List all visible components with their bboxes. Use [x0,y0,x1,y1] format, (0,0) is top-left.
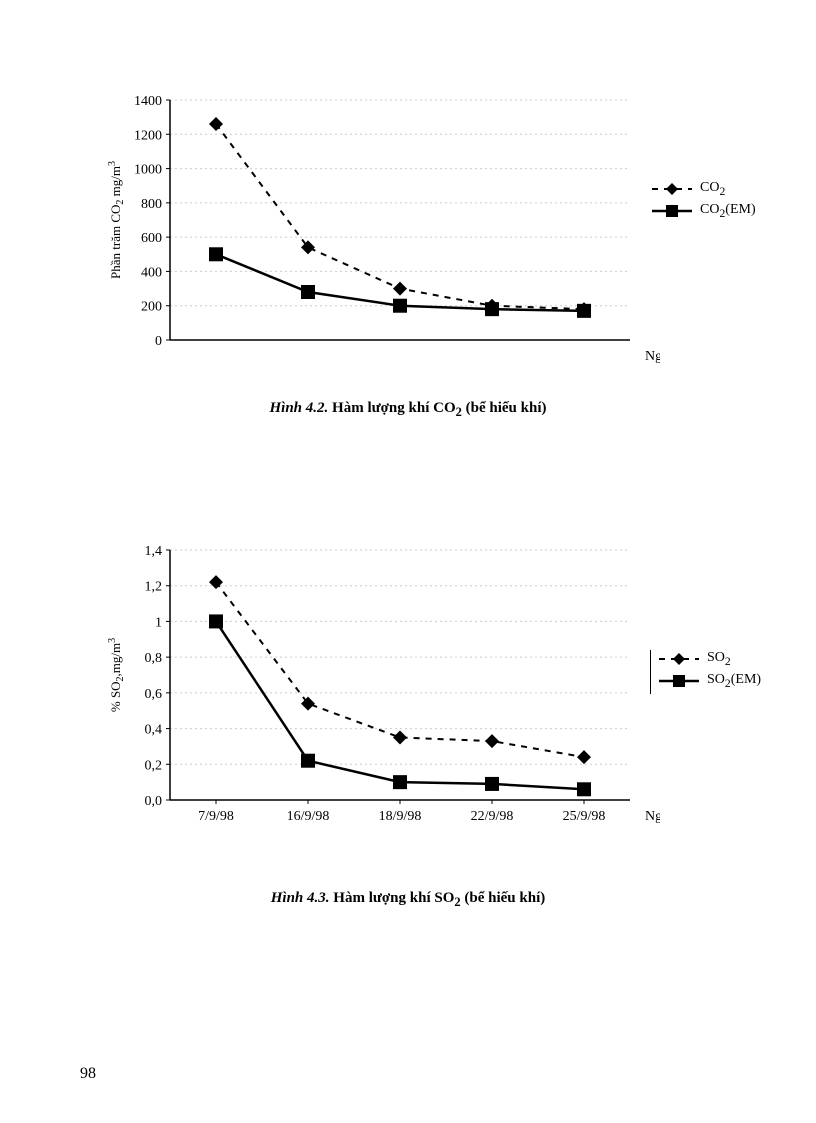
caption-number: Hình 4.2. [270,400,329,416]
svg-text:16/9/98: 16/9/98 [287,809,330,824]
legend-label: CO2 [700,180,725,198]
chart-so2-svg: 0,0 0,2 0,4 0,6 0,8 1 1,2 1,4 7/9/98 16/9/98 18/9/… [100,540,660,840]
page: 0 200 400 600 800 1000 1200 1400 Ngày Phần trăm C… [0,0,816,1123]
svg-text:0,8: 0,8 [145,651,163,666]
chart-co2-legend: CO2 CO2(EM) [650,180,756,224]
svg-text:1000: 1000 [134,163,162,178]
svg-text:0,4: 0,4 [145,723,163,738]
svg-text:Ngày: Ngày [645,809,660,824]
svg-text:0: 0 [155,334,162,349]
svg-text:400: 400 [141,265,162,280]
page-number: 98 [80,1065,96,1083]
chart-so2: 0,0 0,2 0,4 0,6 0,8 1 1,2 1,4 7/9/98 16/9/98 18/9/… [100,540,660,845]
legend-label: SO2 [707,650,731,668]
svg-text:7/9/98: 7/9/98 [198,809,234,824]
svg-text:0,6: 0,6 [145,687,163,702]
svg-text:0,0: 0,0 [145,794,163,809]
svg-text:22/9/98: 22/9/98 [471,809,514,824]
chart-co2: 0 200 400 600 800 1000 1200 1400 Ngày Phần trăm C… [100,90,660,375]
svg-text:1,4: 1,4 [145,544,163,559]
caption-title: Hàm lượng khí SO2 (bể hiếu khí) [333,890,545,906]
chart-co2-svg: 0 200 400 600 800 1000 1200 1400 Ngày Phần trăm C… [100,90,660,370]
legend-item: SO2 [657,650,761,668]
legend-label: SO2(EM) [707,672,761,690]
svg-text:1400: 1400 [134,94,162,109]
svg-text:18/9/98: 18/9/98 [379,809,422,824]
legend-label: CO2(EM) [700,202,756,220]
legend-item: CO2 [650,180,756,198]
svg-text:200: 200 [141,300,162,315]
svg-text:0,2: 0,2 [145,758,163,773]
caption-number: Hình 4.3. [271,890,330,906]
svg-text:Ngày: Ngày [645,349,660,364]
legend-item: SO2(EM) [657,672,761,690]
chart-so2-legend: SO2 SO2(EM) [650,650,761,694]
svg-text:25/9/98: 25/9/98 [563,809,606,824]
svg-text:1,2: 1,2 [145,580,163,595]
svg-text:Phần trăm CO2 mg/m3: Phần trăm CO2 mg/m3 [107,161,126,279]
chart-co2-caption: Hình 4.2. Hàm lượng khí CO2 (bể hiếu khí… [0,400,816,420]
legend-item: CO2(EM) [650,202,756,220]
svg-text:600: 600 [141,231,162,246]
chart-so2-caption: Hình 4.3. Hàm lượng khí SO2 (bể hiếu khí… [0,890,816,910]
caption-title: Hàm lượng khí CO2 (bể hiếu khí) [332,400,546,416]
svg-text:% SO2,mg/m3: % SO2,mg/m3 [107,638,126,712]
svg-text:800: 800 [141,197,162,212]
svg-text:1200: 1200 [134,128,162,143]
svg-text:1: 1 [155,615,162,630]
